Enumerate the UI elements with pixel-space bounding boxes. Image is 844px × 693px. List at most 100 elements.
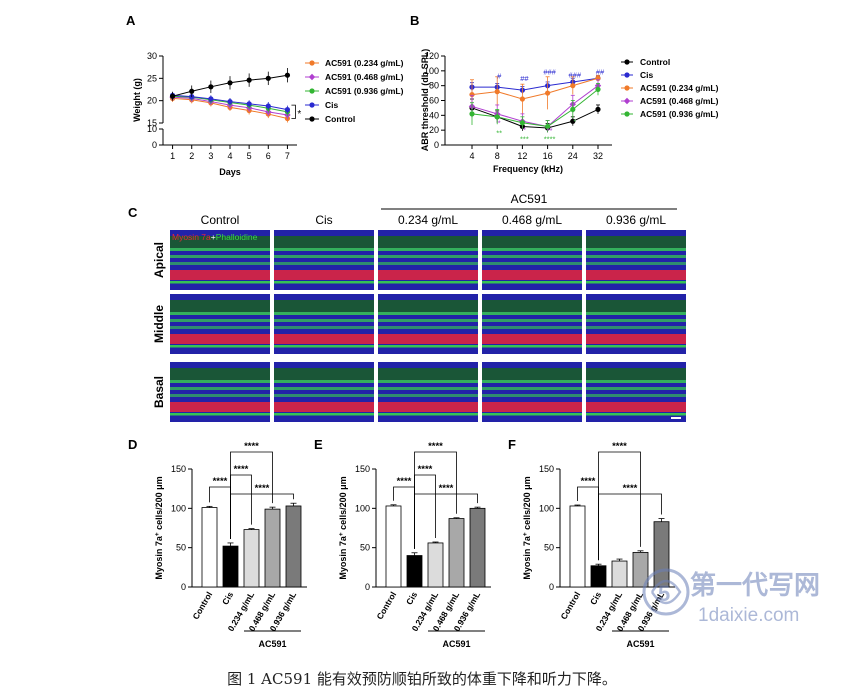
stereocilia-row bbox=[170, 394, 270, 397]
significance-mark: * bbox=[498, 119, 501, 128]
stereocilia-row bbox=[170, 248, 270, 251]
legend-label-mid: AC591 (0.468 g/mL) bbox=[325, 72, 404, 82]
hair-cell-row bbox=[274, 236, 374, 248]
stereocilia-row bbox=[378, 380, 478, 383]
micrograph-image bbox=[378, 362, 478, 422]
column-header: 0.936 g/mL bbox=[606, 213, 666, 227]
stereocilia-row bbox=[482, 387, 582, 390]
stereocilia-row bbox=[482, 394, 582, 397]
stereocilia-row bbox=[586, 387, 686, 390]
x-tick-label: Cis bbox=[404, 590, 419, 607]
data-point-high bbox=[519, 120, 526, 126]
stereocilia-row bbox=[170, 262, 270, 265]
stereocilia-row bbox=[378, 248, 478, 251]
significance-mark: * bbox=[573, 117, 576, 126]
significance-bracket bbox=[598, 493, 662, 561]
watermark-brand: 第一代写网 bbox=[690, 570, 820, 600]
legend-marker-control bbox=[309, 116, 315, 122]
row-label: Middle bbox=[152, 305, 166, 343]
significance-bracket bbox=[414, 451, 457, 549]
y-tick-label: 150 bbox=[355, 464, 370, 474]
panel-label-b: B bbox=[410, 13, 419, 28]
data-point-cis bbox=[227, 98, 233, 105]
stereocilia-row bbox=[586, 248, 686, 251]
y-tick-label: 0 bbox=[152, 140, 157, 150]
bar-4 bbox=[469, 507, 486, 588]
significance-stars: **** bbox=[397, 476, 412, 487]
pillar-line bbox=[482, 413, 582, 416]
x-tick-label: 5 bbox=[247, 151, 252, 161]
legend-label-low: AC591 (0.234 g/mL) bbox=[325, 58, 404, 68]
y-tick-label: 15 bbox=[147, 118, 157, 128]
data-point-high bbox=[595, 86, 601, 92]
x-tick-label: 4 bbox=[227, 151, 232, 161]
legend-label-high: AC591 (0.936 g/mL) bbox=[640, 109, 719, 119]
y-tick-label: 20 bbox=[429, 125, 439, 135]
data-point-high bbox=[570, 106, 576, 112]
panel-label-d: D bbox=[128, 437, 137, 452]
myosin-band bbox=[274, 334, 374, 344]
significance-mark: ### bbox=[543, 68, 556, 77]
legend-marker-high bbox=[309, 88, 315, 94]
pillar-line bbox=[170, 281, 270, 284]
micrograph-image bbox=[482, 362, 582, 422]
myosin-band bbox=[378, 402, 478, 412]
data-point-control bbox=[595, 106, 601, 112]
stereocilia-row bbox=[482, 262, 582, 265]
y-axis-title-sup: + bbox=[154, 532, 161, 536]
pillar-line bbox=[378, 413, 478, 416]
y-tick-label: 20 bbox=[147, 96, 157, 106]
significance-bracket bbox=[291, 104, 296, 119]
panel-label-f: F bbox=[508, 437, 516, 452]
stereocilia-row bbox=[378, 326, 478, 329]
x-tick-label: Control bbox=[190, 590, 214, 621]
stereocilia-row bbox=[586, 394, 686, 397]
significance-stars: **** bbox=[623, 483, 638, 494]
myosin-band bbox=[586, 270, 686, 280]
y-axis-title-rest: cells/200 μm bbox=[154, 476, 164, 532]
y-tick-label: 150 bbox=[171, 464, 186, 474]
x-tick-label: 12 bbox=[517, 151, 527, 161]
micrograph-image bbox=[586, 362, 686, 422]
myosin-band bbox=[170, 270, 270, 280]
data-point-low bbox=[570, 83, 576, 89]
pillar-line bbox=[378, 281, 478, 284]
pillar-line bbox=[482, 345, 582, 348]
stereocilia-row bbox=[482, 326, 582, 329]
significance-mark: * bbox=[523, 125, 526, 134]
significance-mark: ### bbox=[569, 71, 582, 80]
significance-mark: ## bbox=[520, 74, 529, 83]
stain-legend: Myosin 7a+Phalloidine bbox=[172, 232, 258, 242]
chart-panel-b: B 0 20 40 60 80 100 120 4 8 12 16 24 32 Frequency (kHz… bbox=[410, 13, 719, 174]
stereocilia-row bbox=[274, 387, 374, 390]
data-point-control bbox=[169, 93, 176, 99]
y-axis-title: Myosin 7a+ cells/200 μm bbox=[154, 476, 165, 579]
bar-0 bbox=[569, 505, 586, 588]
series-line-cis bbox=[472, 77, 599, 91]
y-axis-title: Weight (g) bbox=[132, 78, 142, 122]
x-axis-title: Days bbox=[219, 167, 241, 177]
x-tick-label: 7 bbox=[285, 151, 290, 161]
bar-1 bbox=[406, 555, 423, 588]
stereocilia-row bbox=[274, 380, 374, 383]
micrograph-image bbox=[378, 294, 478, 354]
bar-4 bbox=[653, 521, 670, 588]
bar-1 bbox=[590, 565, 607, 588]
legend-marker-cis bbox=[624, 72, 630, 78]
watermark: 5 第一代写网 1daixie.com bbox=[642, 568, 820, 626]
legend-label-low: AC591 (0.234 g/mL) bbox=[640, 83, 719, 93]
x-tick-label: 1 bbox=[170, 151, 175, 161]
significance-bracket bbox=[230, 451, 273, 539]
micrograph-image bbox=[170, 294, 270, 354]
x-tick-label: 32 bbox=[593, 151, 603, 161]
y-axis-title: ABR threshold (db SPL) bbox=[420, 49, 430, 152]
series-line-low bbox=[471, 77, 599, 100]
significance-mark: ** bbox=[547, 126, 553, 135]
stereocilia-row bbox=[586, 326, 686, 329]
legend-label-control: Control bbox=[640, 57, 670, 67]
x-tick-label: Cis bbox=[588, 590, 603, 607]
group-label: AC591 bbox=[258, 639, 286, 649]
data-point-cis bbox=[246, 101, 252, 107]
